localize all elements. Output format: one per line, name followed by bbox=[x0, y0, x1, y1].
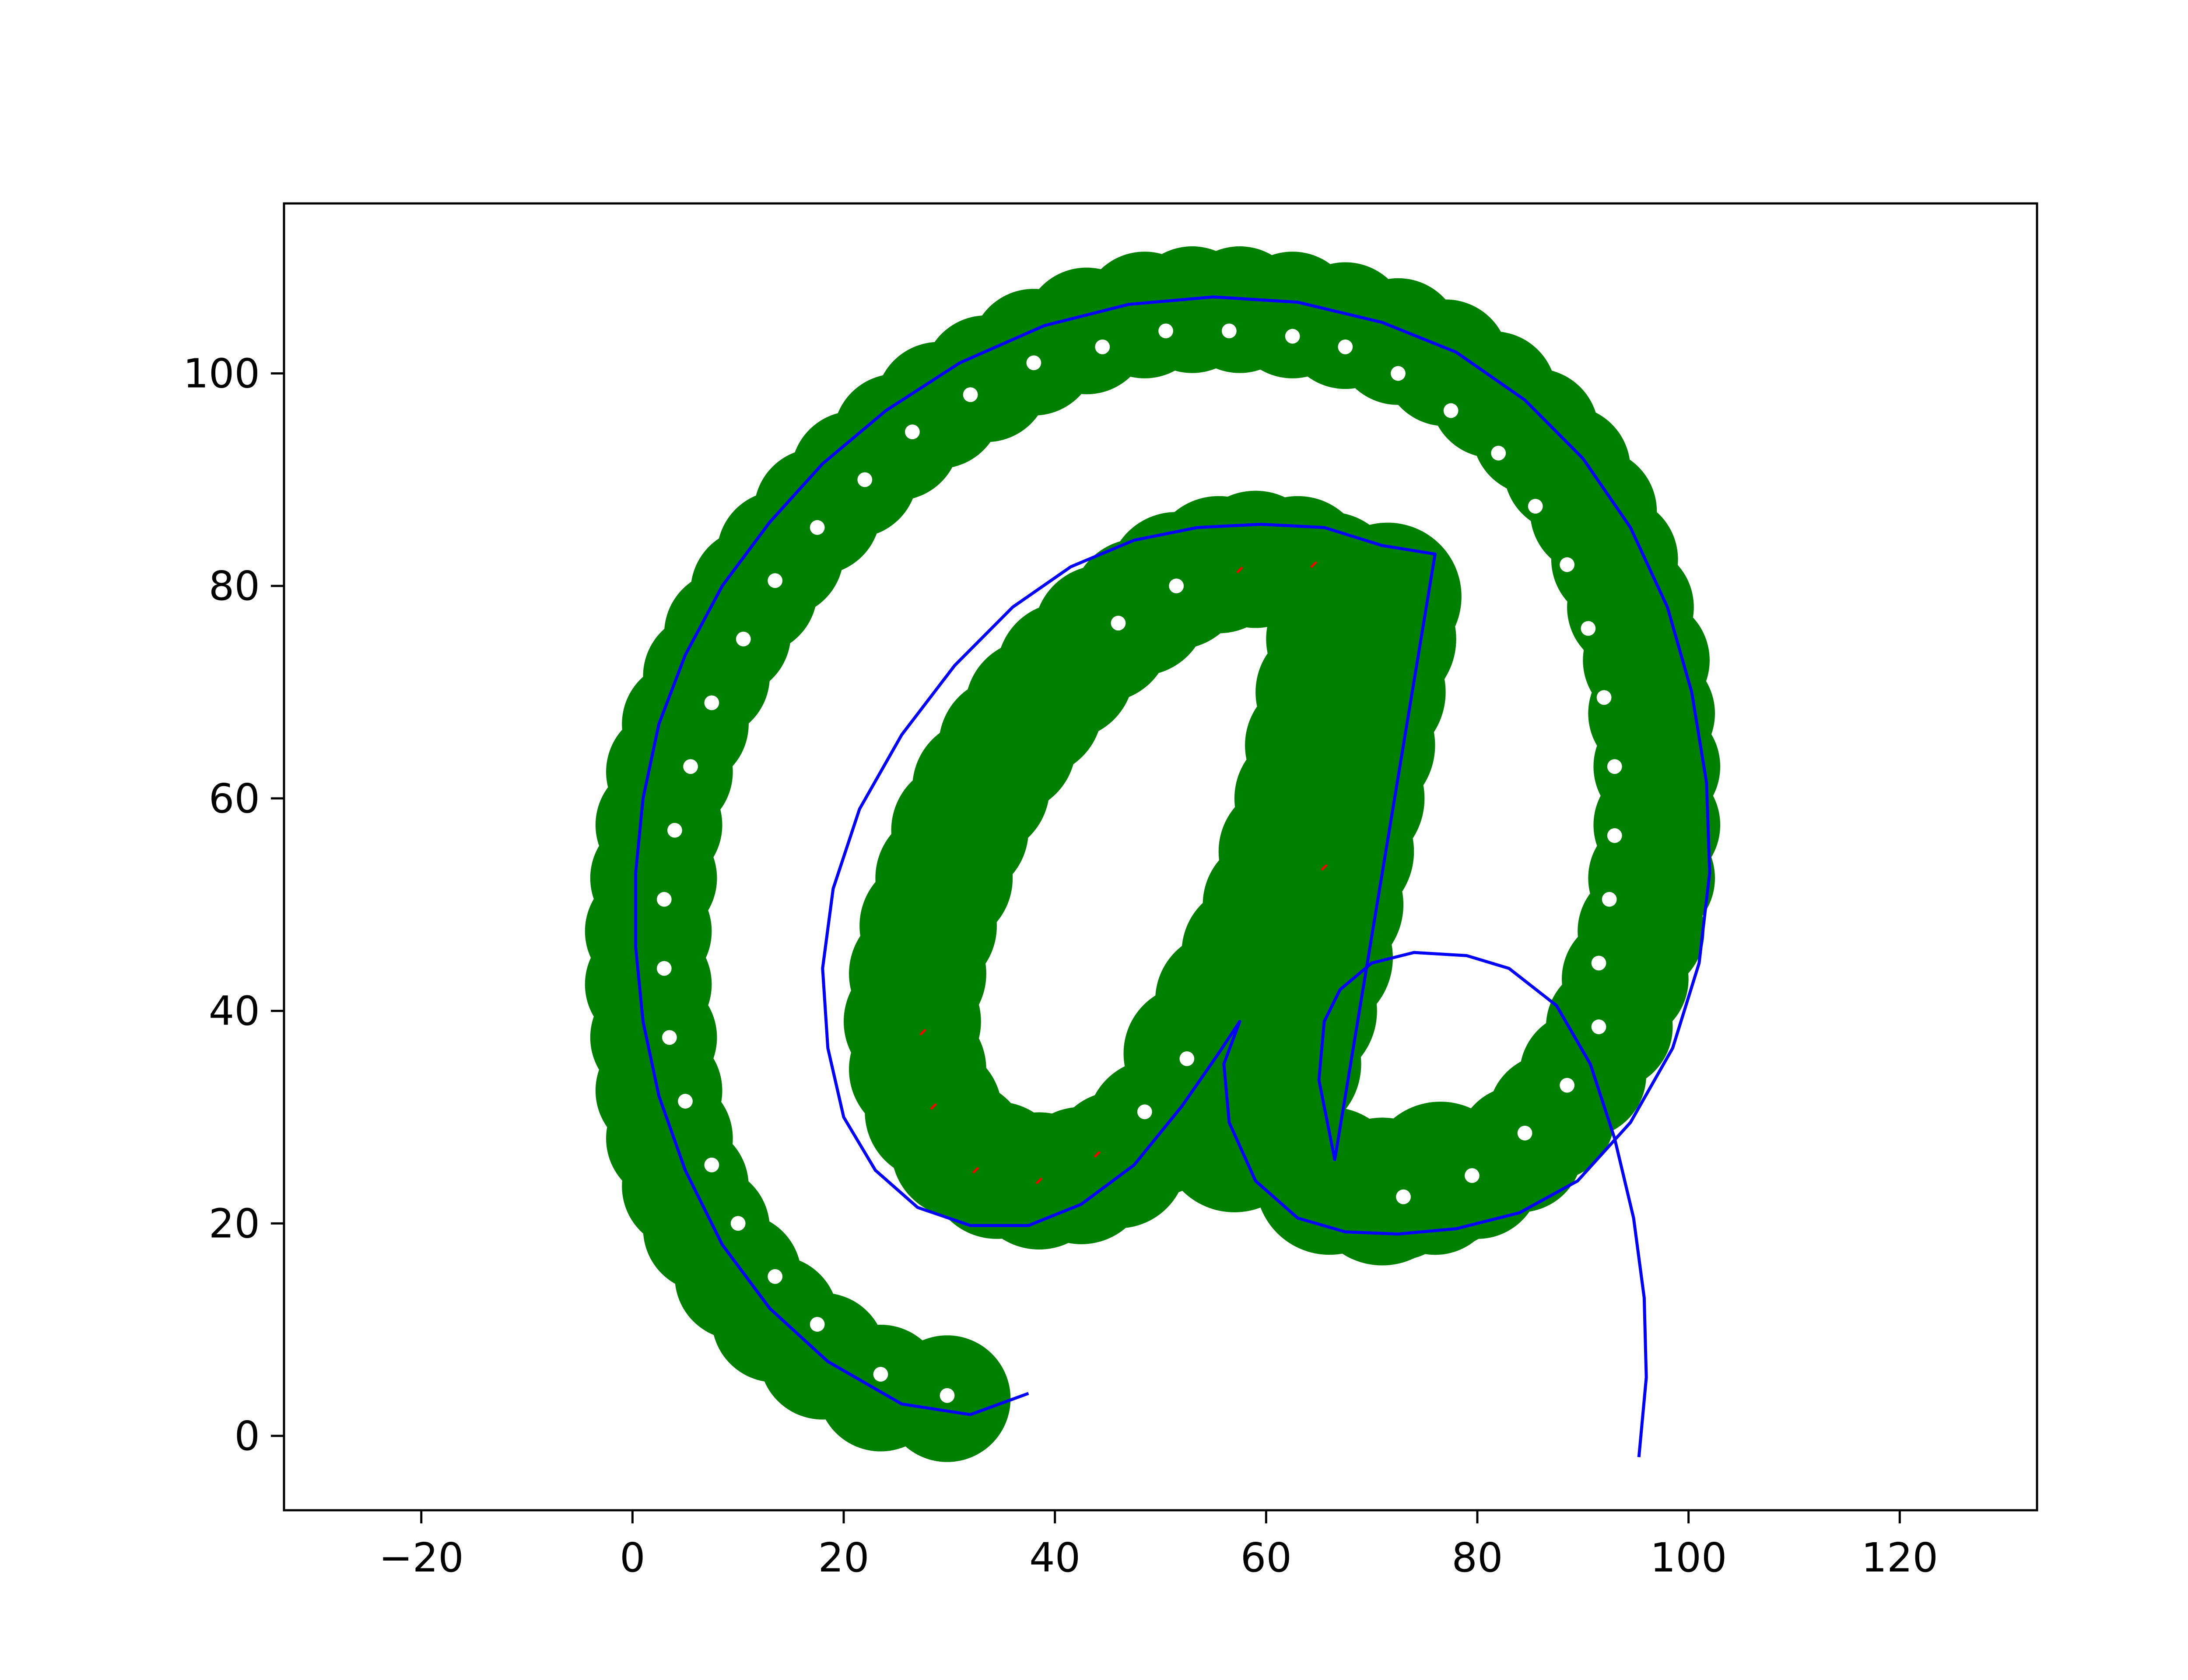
interior-dot bbox=[1338, 339, 1353, 354]
x-tick-label: 80 bbox=[1452, 1534, 1503, 1581]
series-dots-3 bbox=[656, 323, 1622, 1403]
interior-dot bbox=[1465, 1168, 1480, 1183]
outline-curve bbox=[634, 295, 1711, 1457]
x-tick-label: 100 bbox=[1650, 1534, 1727, 1581]
interior-dot bbox=[1137, 1104, 1152, 1120]
interior-dot bbox=[940, 1388, 955, 1403]
y-tick-label: 20 bbox=[209, 1200, 260, 1247]
interior-dot bbox=[678, 1094, 693, 1109]
y-tick-label: 60 bbox=[209, 775, 260, 822]
interior-dot bbox=[768, 573, 783, 588]
interior-dot bbox=[1560, 1078, 1574, 1093]
interior-dot bbox=[1391, 366, 1406, 381]
y-tick-label: 0 bbox=[234, 1413, 260, 1460]
plot-area bbox=[585, 246, 1721, 1462]
x-tick-label: 40 bbox=[1029, 1534, 1080, 1581]
accent-mark bbox=[1035, 1177, 1043, 1184]
interior-dot bbox=[662, 1030, 677, 1045]
interior-dot bbox=[1528, 499, 1543, 514]
interior-dot bbox=[857, 472, 873, 487]
interior-dot bbox=[1285, 329, 1300, 344]
y-tick-label: 80 bbox=[209, 563, 260, 609]
axes-frame bbox=[283, 202, 2038, 1512]
interior-dot bbox=[1591, 1019, 1606, 1034]
interior-dot bbox=[1581, 621, 1596, 636]
interior-dot bbox=[810, 520, 825, 535]
accent-mark bbox=[1321, 864, 1328, 871]
x-tick-label: 20 bbox=[818, 1534, 869, 1581]
interior-dot bbox=[1602, 892, 1617, 907]
accent-mark bbox=[1094, 1151, 1101, 1158]
interior-dot bbox=[667, 822, 682, 838]
interior-dot bbox=[1560, 557, 1574, 572]
interior-dot bbox=[1607, 828, 1622, 843]
interior-dot bbox=[1591, 956, 1606, 971]
disk-marker bbox=[1313, 522, 1462, 671]
interior-dot bbox=[1026, 355, 1041, 371]
interior-dot bbox=[730, 1216, 746, 1231]
accent-mark bbox=[919, 1029, 926, 1036]
x-tick-label: 0 bbox=[620, 1534, 645, 1581]
x-tick-label: 60 bbox=[1241, 1534, 1292, 1581]
series-accents-4 bbox=[919, 561, 1328, 1184]
interior-dot bbox=[1179, 1051, 1195, 1066]
interior-dot bbox=[736, 631, 751, 647]
interior-dot bbox=[704, 695, 719, 710]
interior-dot bbox=[1111, 616, 1126, 631]
x-tick-label: 120 bbox=[1861, 1534, 1938, 1581]
x-tick-label: −20 bbox=[379, 1534, 464, 1581]
interior-dot bbox=[1517, 1126, 1532, 1141]
y-axis: 0 20 40 60 80 100 bbox=[183, 350, 284, 1460]
interior-dot bbox=[1169, 578, 1184, 594]
interior-dot bbox=[656, 892, 672, 907]
interior-dot bbox=[873, 1367, 888, 1382]
disk-marker bbox=[1366, 1102, 1515, 1250]
interior-dot bbox=[905, 424, 920, 440]
y-tick-label: 40 bbox=[209, 988, 260, 1035]
interior-dot bbox=[810, 1317, 825, 1332]
interior-dot bbox=[1095, 339, 1110, 354]
interior-dot bbox=[768, 1269, 783, 1284]
interior-dot bbox=[1596, 690, 1612, 705]
interior-dot bbox=[1221, 323, 1237, 339]
interior-dot bbox=[963, 387, 978, 402]
interior-dot bbox=[1396, 1189, 1411, 1204]
accent-mark bbox=[972, 1167, 979, 1174]
interior-dot bbox=[683, 759, 698, 774]
interior-dot bbox=[1158, 323, 1173, 339]
y-tick-label: 100 bbox=[183, 350, 260, 397]
accent-mark bbox=[1310, 561, 1317, 568]
x-axis: −20 0 20 40 60 80 100 120 bbox=[379, 1510, 1938, 1581]
accent-mark bbox=[1236, 567, 1243, 574]
interior-dot bbox=[1607, 759, 1622, 774]
accent-mark bbox=[930, 1103, 937, 1110]
interior-dot bbox=[1443, 403, 1459, 418]
interior-dot bbox=[656, 961, 672, 976]
interior-dot bbox=[704, 1157, 719, 1172]
interior-dot bbox=[1491, 445, 1506, 461]
series-disks-0 bbox=[585, 246, 1721, 1462]
